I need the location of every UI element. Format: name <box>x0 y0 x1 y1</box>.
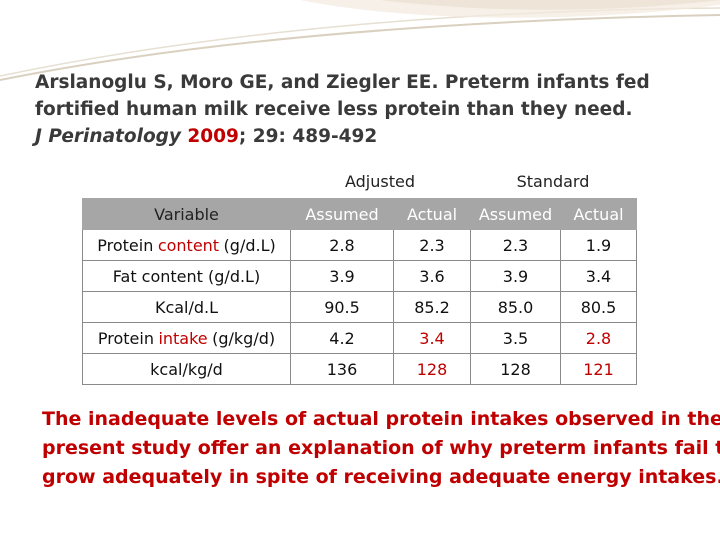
table-cell: 3.5 <box>470 322 561 354</box>
table-cell: 2.3 <box>393 229 471 261</box>
header-row: Variable Assumed Actual Assumed Actual <box>82 198 637 230</box>
table-cell: 2.8 <box>290 229 394 261</box>
conclusion-line: present study offer an explanation of wh… <box>42 437 720 459</box>
column-header: Variable <box>82 198 291 230</box>
table-cell: 3.4 <box>560 260 637 292</box>
citation-line: fortified human milk receive less protei… <box>35 99 633 120</box>
citation-line: Arslanoglu S, Moro GE, and Ziegler EE. P… <box>35 72 650 93</box>
table-cell: 2.3 <box>470 229 561 261</box>
year: 2009 <box>187 126 239 147</box>
table-row: Fat content (g/d.L) 3.9 3.6 3.9 3.4 <box>82 260 637 292</box>
row-label: Protein intake (g/kg/d) <box>82 322 291 354</box>
column-header: Assumed <box>470 198 561 230</box>
label-part: Protein <box>97 235 154 255</box>
group-header: Standard <box>516 172 590 191</box>
table-cell: 2.8 <box>560 322 637 354</box>
table-cell: 85.2 <box>393 291 471 323</box>
column-header: Actual <box>560 198 637 230</box>
table-cell: 1.9 <box>560 229 637 261</box>
table-row: Protein intake (g/kg/d) 4.2 3.4 3.5 2.8 <box>82 322 637 354</box>
label-part: kcal/kg/d <box>150 359 223 379</box>
table-cell: 3.9 <box>470 260 561 292</box>
row-label: Fat content (g/d.L) <box>82 260 291 292</box>
table-row: kcal/kg/d 136 128 128 121 <box>82 353 637 385</box>
table-cell: 3.4 <box>393 322 471 354</box>
label-part: Kcal/d.L <box>154 297 219 317</box>
label-part: intake <box>158 328 208 348</box>
label-part: (g/kg/d) <box>212 328 276 348</box>
conclusion-line: grow adequately in spite of receiving ad… <box>42 466 720 488</box>
table-cell: 3.9 <box>290 260 394 292</box>
column-header: Actual <box>393 198 471 230</box>
label-part: content <box>157 235 220 255</box>
table-cell: 80.5 <box>560 291 637 323</box>
table-cell: 121 <box>560 353 637 385</box>
table-cell: 85.0 <box>470 291 561 323</box>
table: Variable Assumed Actual Assumed Actual Prote… <box>82 198 637 385</box>
volume-pages: ; 29: 489-492 <box>238 126 378 147</box>
journal: J Perinatology <box>35 126 181 147</box>
decoration <box>0 0 720 81</box>
conclusion-line: The inadequate levels of actual protein … <box>42 408 720 430</box>
label-part: Fat content (g/d.L) <box>112 266 261 286</box>
table-cell: 4.2 <box>290 322 394 354</box>
table-cell: 136 <box>290 353 394 385</box>
table-cell: 3.6 <box>393 260 471 292</box>
row-label: kcal/kg/d <box>82 353 291 385</box>
row-label: Protein content (g/d.L) <box>82 229 291 261</box>
table-cell: 128 <box>393 353 471 385</box>
group-header: Adjusted <box>344 172 415 191</box>
table-row: Protein content (g/d.L) 2.8 2.3 2.3 1.9 <box>82 229 637 261</box>
column-header: Assumed <box>290 198 394 230</box>
table-cell: 128 <box>470 353 561 385</box>
table-row: Kcal/d.L 90.5 85.2 85.0 80.5 <box>82 291 637 323</box>
row-label: Kcal/d.L <box>82 291 291 323</box>
label-part: (g/d.L) <box>223 235 276 255</box>
citation-line: J Perinatology 2009; 29: 489-492 <box>35 126 377 147</box>
table-cell: 90.5 <box>290 291 394 323</box>
label-part: Protein <box>97 328 154 348</box>
